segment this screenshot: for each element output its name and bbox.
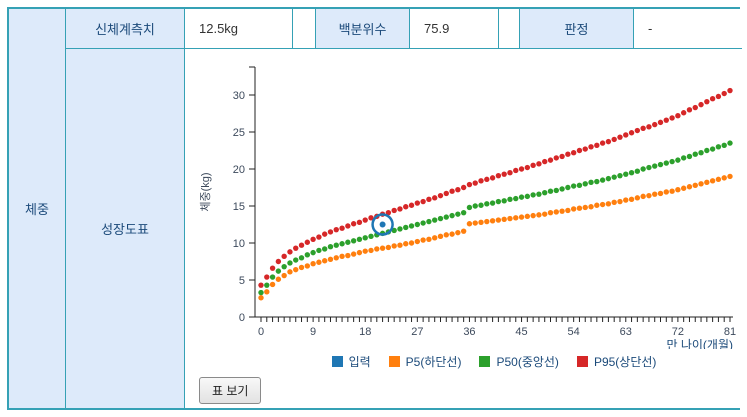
judgment-header-cell: 판정	[520, 9, 634, 49]
growth-chart: 0 5 10 15 20 25 30 0 9 18 27 36 45 54 63 72 81 체중(kg) 만 나이…	[199, 66, 736, 352]
spacer-cell	[293, 9, 316, 49]
svg-text:72: 72	[672, 326, 684, 338]
series-P50(중앙선)	[258, 140, 733, 296]
legend-label: P5(하단선)	[405, 355, 462, 369]
row-label-weight: 체중	[9, 9, 66, 408]
legend-swatch-icon	[479, 356, 491, 367]
svg-text:18: 18	[359, 326, 371, 338]
percentile-header: 백분위수	[338, 22, 387, 37]
judgment-value: -	[648, 21, 653, 36]
legend-swatch-icon	[388, 356, 400, 367]
growth-chart-section-label-cell: 성장도표	[66, 49, 185, 408]
svg-text:5: 5	[239, 275, 245, 287]
series-P95(상단선)	[258, 87, 733, 288]
input-point-marker	[371, 213, 394, 236]
measure-value: 12.5kg	[199, 21, 239, 36]
svg-text:54: 54	[568, 326, 580, 338]
chart-legend: 입력 P5(하단선) P50(중앙선) P95(상단선)	[255, 353, 733, 370]
svg-text:30: 30	[233, 90, 245, 102]
legend-item-P50(중앙선): P50(중앙선)	[479, 353, 559, 370]
svg-text:27: 27	[411, 326, 423, 338]
legend-label: P50(중앙선)	[496, 355, 559, 369]
svg-text:63: 63	[620, 326, 632, 338]
percentile-value: 75.9	[424, 21, 450, 36]
svg-text:9: 9	[310, 326, 316, 338]
legend-label: P95(상단선)	[593, 355, 657, 369]
weight-label: 체중	[25, 202, 49, 217]
percentile-value-cell: 75.9	[410, 9, 499, 49]
judgment-value-cell: -	[634, 9, 742, 49]
measure-header-cell: 신체계측치	[66, 9, 185, 49]
legend-item-P95(상단선): P95(상단선)	[576, 353, 657, 370]
svg-text:15: 15	[233, 201, 245, 213]
svg-text:81: 81	[724, 326, 736, 338]
measurement-table: 체중 신체계측치 12.5kg 백분위수 75.9 판정 - 성장도표 0 5 10…	[7, 7, 742, 410]
legend-swatch-icon	[331, 356, 343, 367]
x-axis-label: 만 나이(개월)	[666, 338, 733, 349]
legend-item-입력: 입력	[331, 353, 371, 370]
growth-chart-section-label: 성장도표	[101, 222, 149, 237]
growth-chart-cell: 0 5 10 15 20 25 30 0 9 18 27 36 45 54 63 72 81 체중(kg) 만 나이…	[185, 49, 741, 408]
measure-value-cell: 12.5kg	[185, 9, 293, 49]
measure-header: 신체계측치	[95, 22, 155, 37]
legend-swatch-icon	[576, 356, 588, 367]
svg-text:25: 25	[233, 127, 245, 139]
svg-text:0: 0	[239, 312, 245, 324]
tick-labels: 0 5 10 15 20 25 30 0 9 18 27 36 45 54 63 72 81	[233, 90, 736, 338]
svg-text:20: 20	[233, 164, 245, 176]
svg-text:36: 36	[463, 326, 475, 338]
legend-label: 입력	[348, 355, 371, 369]
series-P5(하단선)	[258, 173, 733, 301]
svg-text:0: 0	[258, 326, 264, 338]
judgment-header: 판정	[564, 22, 589, 37]
percentile-header-cell: 백분위수	[316, 9, 410, 49]
svg-text:10: 10	[233, 238, 245, 250]
y-axis-label: 체중(kg)	[199, 172, 212, 211]
table-view-button[interactable]: 표 보기	[199, 377, 262, 404]
svg-text:45: 45	[515, 326, 527, 338]
legend-item-P5(하단선): P5(하단선)	[388, 353, 462, 370]
chart-axes	[249, 66, 733, 322]
spacer-cell	[499, 9, 520, 49]
